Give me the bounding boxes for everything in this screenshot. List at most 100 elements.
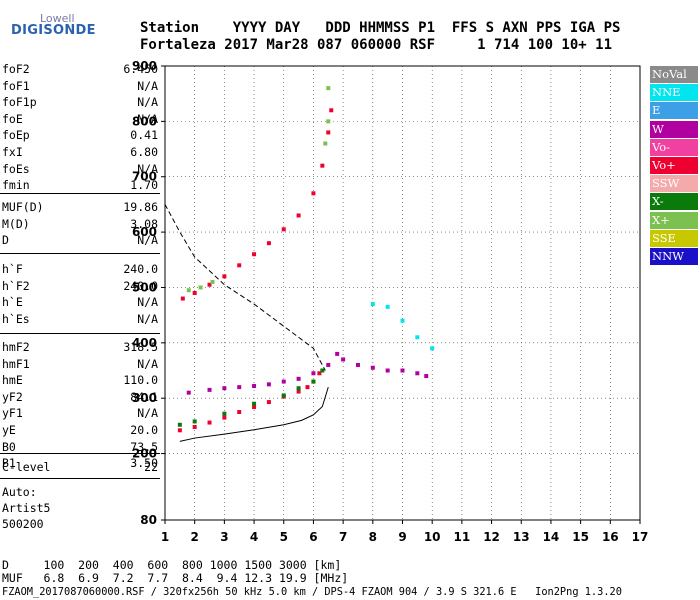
x-tick-label: 2 xyxy=(191,530,199,544)
panel-divider xyxy=(0,478,160,479)
param-label: foF1 xyxy=(2,78,30,93)
footer-muf-row: MUF 6.8 6.9 7.2 7.7 8.4 9.4 12.3 19.9 [M… xyxy=(2,571,349,585)
param-value: N/A xyxy=(137,356,158,371)
data-point xyxy=(237,263,242,268)
data-point xyxy=(177,428,182,433)
param-label: D xyxy=(2,233,9,248)
param-label: h`F xyxy=(2,262,23,276)
data-point xyxy=(207,420,212,425)
data-point xyxy=(311,379,316,384)
param-value: 110.0 xyxy=(123,373,158,388)
legend-item: Vo- xyxy=(650,138,698,156)
y-tick-label: 300 xyxy=(132,391,157,405)
param-value: N/A xyxy=(137,78,158,93)
param-label: yE xyxy=(2,423,16,437)
autoscale-method: Artist5 xyxy=(2,501,51,515)
y-tick-label: 800 xyxy=(132,114,157,128)
panel-divider xyxy=(0,453,160,454)
param-label: hmF1 xyxy=(2,356,30,371)
data-point xyxy=(266,241,271,246)
param-row: foEs N/A xyxy=(2,162,158,180)
param-value: 318.5 xyxy=(123,340,158,354)
x-tick-label: 11 xyxy=(454,530,471,544)
legend-item: SSW xyxy=(650,175,698,193)
dashed-curve xyxy=(164,204,326,371)
param-row: fxI 6.80 xyxy=(2,145,158,163)
x-tick-label: 4 xyxy=(250,530,258,544)
param-label: B1 xyxy=(2,456,16,471)
param-label: fxI xyxy=(2,145,23,159)
panel-divider xyxy=(0,333,160,334)
param-label: hmF2 xyxy=(2,340,30,354)
x-tick-label: 6 xyxy=(309,530,317,544)
data-point xyxy=(186,288,191,293)
param-row: D N/A xyxy=(2,233,158,251)
y-tick-label: 700 xyxy=(132,170,157,184)
data-point xyxy=(335,351,340,356)
param-row: hmF1 N/A xyxy=(2,357,158,375)
legend-item: X+ xyxy=(650,211,698,229)
logo-text-digisonde: DIGISONDE xyxy=(11,23,96,38)
legend-item: SSE xyxy=(650,229,698,247)
param-value: 240.0 xyxy=(123,262,158,276)
param-label: hmE xyxy=(2,373,23,388)
param-label: yF2 xyxy=(2,389,23,404)
y-tick-label: 500 xyxy=(132,280,157,294)
param-value: N/A xyxy=(137,295,158,310)
x-tick-label: 16 xyxy=(602,530,619,544)
param-row: foF2 6.450 xyxy=(2,62,158,80)
param-label: foEp xyxy=(2,128,30,143)
param-row: h`F2 240.0 xyxy=(2,279,158,297)
param-value: 6.80 xyxy=(130,145,158,159)
data-point xyxy=(281,379,286,384)
param-row: foE N/A xyxy=(2,112,158,130)
param-row: B1 3.50 xyxy=(2,456,158,474)
data-point xyxy=(355,362,360,367)
data-point xyxy=(296,376,301,381)
param-value: N/A xyxy=(137,311,158,326)
data-point xyxy=(177,422,182,427)
param-label: foEs xyxy=(2,161,30,176)
legend-item: X- xyxy=(650,193,698,211)
legend-item: E xyxy=(650,102,698,120)
autoscale-code: 500200 xyxy=(2,517,44,531)
param-row: yE 20.0 xyxy=(2,423,158,441)
data-point xyxy=(281,227,286,232)
param-value: 84.1 xyxy=(130,389,158,404)
data-point xyxy=(305,385,310,390)
data-point xyxy=(222,415,227,420)
data-point xyxy=(424,374,429,379)
data-point xyxy=(296,213,301,218)
footer-distance-row: D 100 200 400 600 800 1000 1500 3000 [km… xyxy=(2,558,342,572)
data-point xyxy=(296,386,301,391)
data-point xyxy=(341,357,346,362)
y-tick-label: 600 xyxy=(132,225,157,239)
data-point xyxy=(326,362,331,367)
x-tick-label: 8 xyxy=(369,530,377,544)
data-point xyxy=(192,419,197,424)
x-tick-label: 5 xyxy=(280,530,288,544)
param-label: foF2 xyxy=(2,62,30,76)
param-row: foEp 0.41 xyxy=(2,128,158,146)
param-value: 3.08 xyxy=(130,216,158,231)
param-label: foE xyxy=(2,111,23,126)
x-tick-label: 7 xyxy=(339,530,347,544)
data-point xyxy=(198,285,203,290)
data-point xyxy=(317,371,322,376)
param-value: N/A xyxy=(137,406,158,421)
param-row: hmE 110.0 xyxy=(2,373,158,391)
x-tick-label: 15 xyxy=(572,530,589,544)
param-value: 0.41 xyxy=(130,128,158,143)
data-point xyxy=(252,384,257,389)
data-point xyxy=(192,424,197,429)
data-point xyxy=(311,371,316,376)
data-point xyxy=(326,130,331,135)
param-label: MUF(D) xyxy=(2,200,44,214)
x-tick-label: 9 xyxy=(398,530,406,544)
data-point xyxy=(180,296,185,301)
data-point xyxy=(370,365,375,370)
data-point xyxy=(400,318,405,323)
data-point xyxy=(192,291,197,295)
data-point xyxy=(415,371,420,376)
